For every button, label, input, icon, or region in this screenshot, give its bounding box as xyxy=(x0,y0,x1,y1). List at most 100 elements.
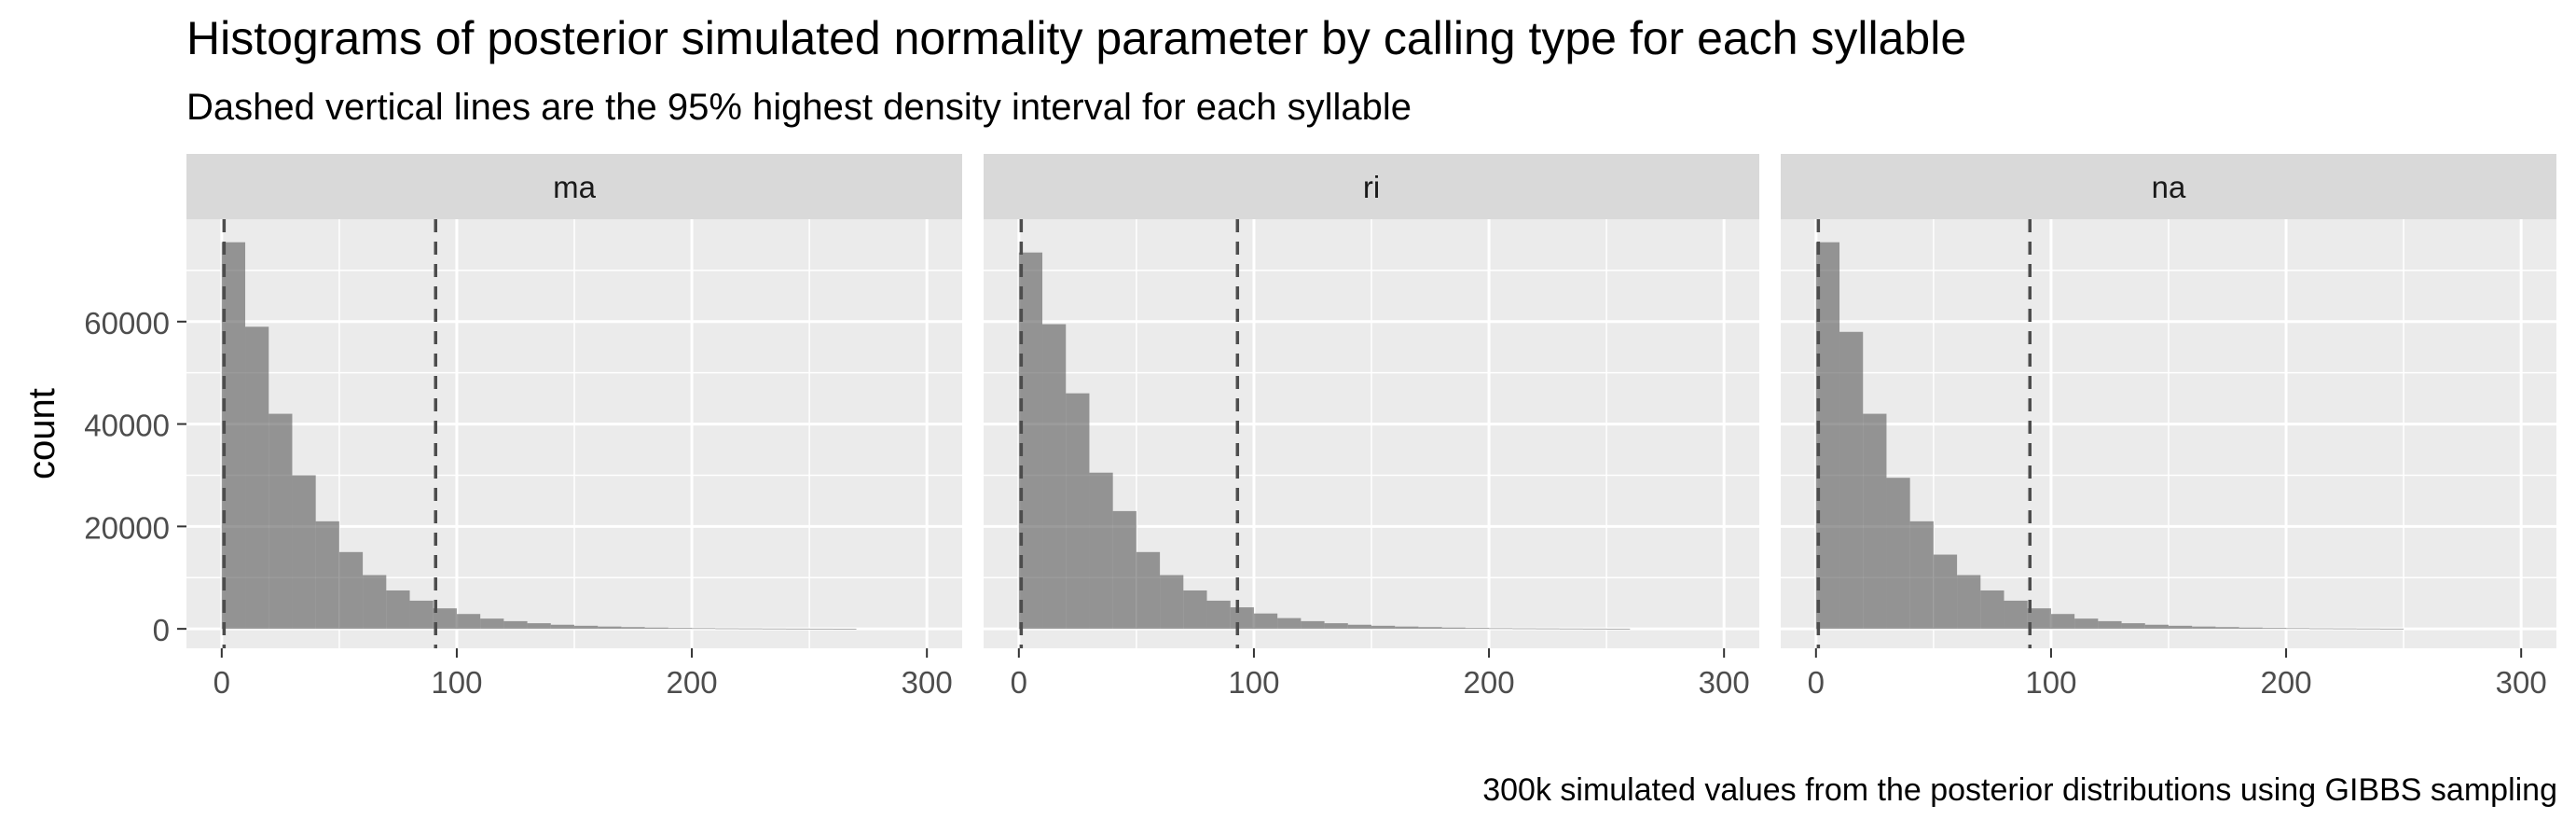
histogram-bar xyxy=(1933,554,1958,630)
histogram-bar xyxy=(1066,393,1090,630)
histogram-bar xyxy=(2379,628,2404,630)
histogram-bar xyxy=(1042,324,1067,630)
histogram-bar xyxy=(1324,623,1348,630)
histogram-bar xyxy=(338,551,364,630)
histogram-bar xyxy=(433,608,457,630)
histogram-bar xyxy=(503,620,528,630)
histogram-bar xyxy=(2050,614,2075,630)
chart-title: Histograms of posterior simulated normal… xyxy=(186,12,1966,64)
chart-subtitle: Dashed vertical lines are the 95% highes… xyxy=(186,87,1412,128)
histogram-bar xyxy=(644,627,668,630)
histogram-bar xyxy=(2286,628,2310,630)
y-tick-label: 20000 xyxy=(84,510,170,545)
y-axis-label: count xyxy=(21,388,62,479)
facet-strip-label: ma xyxy=(553,170,596,204)
histogram-bar xyxy=(1465,628,1490,630)
histogram-bar xyxy=(2121,623,2145,630)
histogram-bar xyxy=(2169,625,2193,630)
histogram-bar xyxy=(1582,628,1607,630)
histogram-bar xyxy=(1957,575,1981,630)
facet-strip-label: na xyxy=(2152,170,2186,204)
x-tick-label: 100 xyxy=(1228,665,1279,700)
histogram-bar xyxy=(1909,521,1934,630)
histogram-bar xyxy=(1886,478,1910,630)
histogram-bar xyxy=(386,590,410,630)
facet-panel-ri: ri 0 100 200 300 xyxy=(984,154,1759,700)
histogram-bar xyxy=(621,627,645,630)
histogram-bar xyxy=(1606,628,1631,630)
histogram-bar xyxy=(809,628,833,630)
x-tick-label: 0 xyxy=(214,665,230,700)
histogram-bar xyxy=(2356,628,2380,630)
histogram-bar xyxy=(1536,628,1560,630)
histogram-bar xyxy=(2309,628,2334,630)
histogram-bar xyxy=(409,600,434,630)
histogram-bar xyxy=(2262,628,2287,630)
histogram-bar xyxy=(363,575,387,630)
histogram-bar xyxy=(1160,575,1184,630)
y-tick-label: 40000 xyxy=(84,409,170,443)
facet-strip xyxy=(984,154,1759,219)
histogram-bar xyxy=(1489,628,1513,630)
histogram-bar xyxy=(598,626,622,630)
facet-panels: ma 0 100 200 300 ri 0 100 200 300 na 0 100 200 300 xyxy=(186,154,2556,700)
x-tick-label: 0 xyxy=(1808,665,1825,700)
histogram-bar xyxy=(1559,628,1583,630)
histogram-bar xyxy=(1183,590,1207,630)
histogram-bar xyxy=(2144,624,2169,630)
x-tick-label: 100 xyxy=(431,665,482,700)
histogram-bar xyxy=(1839,331,1864,630)
histogram-bar xyxy=(315,521,339,630)
histogram-bar xyxy=(1980,590,2004,630)
facet-panel-ma: ma 0 100 200 300 xyxy=(186,154,962,700)
histogram-bar xyxy=(480,618,504,630)
chart-caption: 300k simulated values from the posterior… xyxy=(1482,772,2557,808)
histogram-bar xyxy=(1441,627,1466,630)
histogram-bar xyxy=(2215,627,2239,630)
facet-strip xyxy=(1781,154,2556,219)
histogram-bar xyxy=(2074,618,2099,630)
histogram-bar xyxy=(762,628,786,630)
histogram-bar xyxy=(2004,600,2028,630)
x-tick-label: 0 xyxy=(1011,665,1027,700)
histogram-bar xyxy=(1347,624,1371,630)
histogram-bar xyxy=(2192,626,2216,630)
x-tick-label: 200 xyxy=(1464,665,1515,700)
histogram-bar xyxy=(715,628,739,630)
x-tick-label: 300 xyxy=(2496,665,2547,700)
histogram-bar xyxy=(245,326,269,630)
histogram-bar xyxy=(574,625,599,630)
histogram-bar xyxy=(1277,618,1302,630)
x-tick-label: 200 xyxy=(667,665,718,700)
facet-strip xyxy=(186,154,962,219)
histogram-bar xyxy=(550,624,574,630)
histogram-bar xyxy=(2333,628,2357,630)
histogram-bar xyxy=(292,475,316,630)
histogram-bar xyxy=(1815,242,1840,630)
x-tick-label: 300 xyxy=(1699,665,1750,700)
histogram-bar xyxy=(1089,472,1113,630)
histogram-bar xyxy=(456,614,481,630)
histogram-bar xyxy=(692,628,716,630)
facet-panel-na: na 0 100 200 300 xyxy=(1781,154,2556,700)
histogram-bar xyxy=(1371,625,1396,630)
histogram-bar xyxy=(527,623,551,630)
y-tick-label: 0 xyxy=(153,613,170,647)
histogram-bar xyxy=(1863,413,1887,630)
histogram-bar xyxy=(221,242,246,630)
y-axis: 0 20000 40000 60000 xyxy=(84,306,186,647)
histogram-bar xyxy=(1230,607,1254,630)
histogram-bar xyxy=(1301,620,1325,630)
histogram-bar xyxy=(1512,628,1536,630)
histogram-bar xyxy=(668,628,693,630)
histogram-bar xyxy=(1112,510,1136,630)
x-tick-label: 300 xyxy=(902,665,953,700)
histogram-bar xyxy=(2098,620,2122,630)
y-tick-label: 60000 xyxy=(84,306,170,340)
histogram-bar xyxy=(1253,613,1278,630)
histogram-bar xyxy=(738,628,763,630)
histogram-bar xyxy=(785,628,810,630)
histogram-bar xyxy=(1206,600,1231,630)
